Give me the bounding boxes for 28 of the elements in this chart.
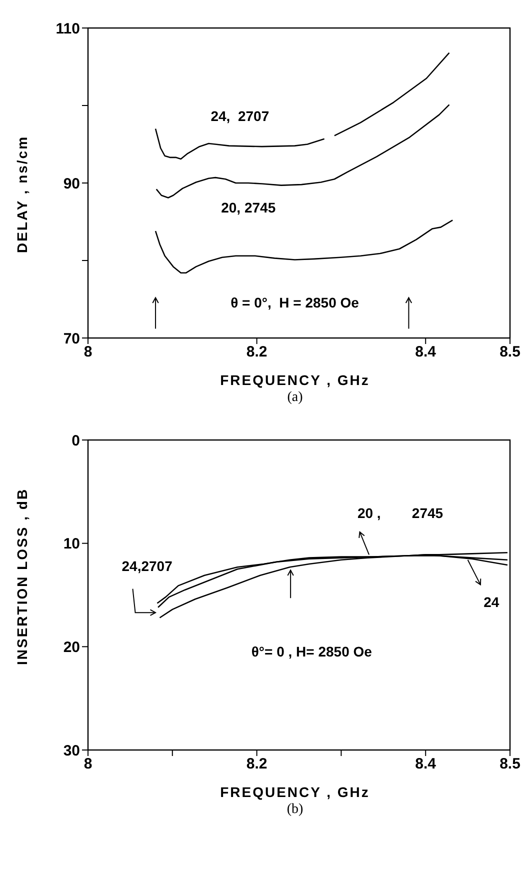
x-tick-label: 8.4	[415, 756, 437, 773]
annotation: 24	[484, 594, 500, 610]
y-tick-label: 30	[63, 742, 80, 760]
y-axis-title: INSERTION LOSS , dB	[14, 488, 30, 665]
y-tick-label: 10	[63, 536, 80, 553]
annotation: 20, 2745	[221, 199, 276, 216]
y-axis-title: DELAY , ns/cm	[14, 135, 30, 253]
x-axis-title: FREQUENCY , GHz	[219, 372, 371, 388]
annotation: 24, 2707	[210, 108, 270, 124]
y-tick-label: 110	[56, 20, 80, 38]
y-tick-label: 90	[63, 175, 80, 192]
x-tick-label: 8.2	[246, 756, 268, 773]
text: (b)	[286, 802, 304, 818]
annotation: 20 , 2745	[357, 505, 444, 522]
y-tick-label: 70	[63, 330, 80, 348]
y-tick-label: 0	[72, 432, 80, 450]
x-tick-label: 8.5	[500, 344, 520, 361]
text: (a)	[286, 390, 304, 406]
x-tick-label: 8.4	[415, 344, 437, 361]
y-tick-label: 20	[63, 638, 80, 656]
annotation: 24,2707	[122, 558, 173, 574]
x-axis-title: FREQUENCY , GHz	[219, 784, 371, 800]
annotation: θ = 0°, H = 2850 Oe	[230, 294, 360, 311]
x-tick-label: 8.2	[246, 344, 268, 361]
annotation: θ°= 0 , H= 2850 Oe	[251, 644, 372, 660]
x-tick-label: 8	[84, 344, 92, 361]
x-tick-label: 8.5	[500, 756, 520, 773]
x-tick-label: 8	[84, 756, 92, 773]
